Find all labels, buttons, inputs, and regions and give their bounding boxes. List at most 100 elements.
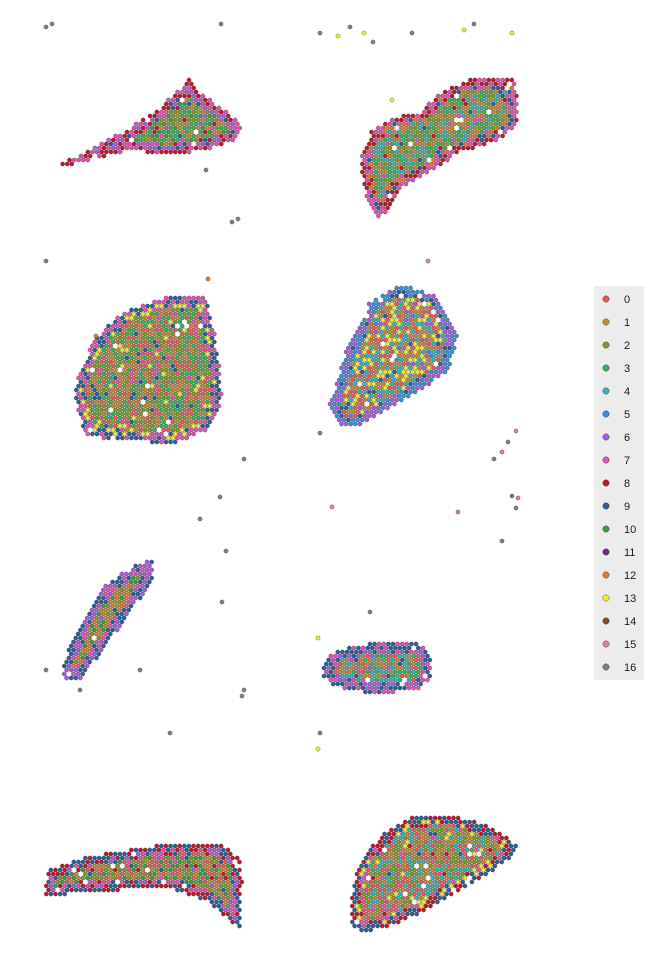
spot-cluster-1 bbox=[376, 657, 382, 663]
spot-cluster-9 bbox=[446, 887, 452, 893]
spot-cluster-7 bbox=[225, 121, 231, 127]
spot-cluster-13 bbox=[207, 403, 212, 409]
spot-cluster-1 bbox=[425, 867, 431, 873]
legend-label-13: 13 bbox=[624, 593, 636, 605]
spot-cluster-2 bbox=[156, 121, 162, 127]
spot-cluster-2 bbox=[182, 133, 187, 139]
spot-cluster-2 bbox=[209, 859, 215, 865]
spot-cluster-8 bbox=[409, 823, 415, 829]
spot-cluster-5 bbox=[445, 317, 450, 323]
spot-cluster-7 bbox=[103, 591, 108, 597]
spot-cluster-2 bbox=[136, 343, 141, 349]
spot-cluster-2 bbox=[106, 863, 111, 869]
spot-cluster-7 bbox=[477, 117, 482, 123]
spot-cluster-9 bbox=[438, 153, 443, 159]
spot-cluster-9 bbox=[376, 689, 382, 695]
spot-cluster-4 bbox=[495, 93, 501, 99]
spot-cluster-6 bbox=[339, 397, 344, 403]
spot-cluster-13 bbox=[145, 311, 150, 317]
spot-cluster-7 bbox=[189, 145, 194, 151]
spot-cluster-7 bbox=[113, 133, 118, 139]
spot-cluster-3 bbox=[110, 411, 116, 417]
spot-cluster-10 bbox=[98, 623, 104, 629]
spot-cluster-1 bbox=[117, 607, 122, 613]
spot-cluster-1 bbox=[423, 831, 429, 837]
spot-cluster-8 bbox=[359, 911, 364, 917]
spot-cluster-9 bbox=[57, 867, 63, 873]
spot-cluster-10 bbox=[73, 879, 79, 885]
spot-cluster-0 bbox=[410, 337, 416, 343]
spot-cluster-6 bbox=[412, 301, 418, 307]
spot-cluster-1 bbox=[367, 657, 373, 663]
spot-cluster-1 bbox=[175, 121, 180, 127]
spot-cluster-9 bbox=[402, 685, 407, 691]
spot-cluster-4 bbox=[463, 133, 469, 139]
spot-cluster-13 bbox=[140, 431, 146, 437]
spot-cluster-7 bbox=[499, 851, 505, 857]
spot-cluster-6 bbox=[343, 365, 349, 371]
spot-cluster-1 bbox=[94, 383, 100, 389]
spot-cluster-3 bbox=[159, 415, 164, 421]
spot-cluster-2 bbox=[147, 387, 153, 393]
spot-cluster-2 bbox=[401, 145, 406, 151]
spot-cluster-2 bbox=[177, 375, 183, 381]
spot-cluster-9 bbox=[175, 145, 180, 151]
spot-cluster-9 bbox=[379, 645, 384, 651]
spot-cluster-3 bbox=[184, 307, 189, 313]
spot-cluster-1 bbox=[395, 665, 400, 671]
spot-cluster-2 bbox=[465, 121, 471, 127]
spot-cluster-9 bbox=[397, 685, 403, 691]
spot-cluster-1 bbox=[474, 831, 479, 837]
spot-cluster-8 bbox=[369, 129, 374, 135]
spot-cluster-7 bbox=[198, 847, 203, 853]
spot-cluster-2 bbox=[96, 619, 102, 625]
spot-cluster-0 bbox=[355, 409, 360, 415]
spot-cluster-9 bbox=[462, 819, 468, 825]
spot-cluster-13 bbox=[193, 387, 199, 393]
spot-cluster-3 bbox=[399, 157, 404, 163]
spot-cluster-0 bbox=[124, 863, 130, 869]
spot-cluster-2 bbox=[168, 375, 173, 381]
spot-cluster-7 bbox=[430, 891, 436, 897]
spot-cluster-12 bbox=[121, 591, 127, 597]
spot-cluster-7 bbox=[73, 863, 79, 869]
spot-cluster-1 bbox=[355, 385, 360, 391]
spot-cluster-0 bbox=[168, 311, 173, 317]
spot-cluster-7 bbox=[440, 93, 446, 99]
spot-cluster-0 bbox=[175, 871, 180, 877]
spot-cluster-9 bbox=[347, 677, 352, 683]
spot-cluster-6 bbox=[336, 393, 342, 399]
spot-cluster-1 bbox=[120, 379, 125, 385]
spot-cluster-13 bbox=[163, 335, 169, 341]
spot-cluster-6 bbox=[418, 649, 423, 655]
spot-cluster-6 bbox=[142, 571, 148, 577]
spot-cluster-3 bbox=[413, 673, 419, 679]
spot-cluster-0 bbox=[115, 387, 120, 393]
spot-cluster-3 bbox=[103, 383, 109, 389]
spot-cluster-8 bbox=[470, 81, 475, 87]
spot-cluster-3 bbox=[103, 343, 109, 349]
spot-cluster-8 bbox=[394, 189, 400, 195]
spot-cluster-3 bbox=[380, 149, 386, 155]
spot-cluster-9 bbox=[458, 851, 463, 857]
spot-cluster-7 bbox=[431, 165, 436, 171]
spot-cluster-5 bbox=[341, 369, 347, 375]
spot-cluster-9 bbox=[64, 887, 70, 893]
spot-cluster-0 bbox=[99, 399, 104, 405]
spot-cluster-7 bbox=[435, 93, 441, 99]
spot-cluster-9 bbox=[386, 673, 391, 679]
spot-cluster-4 bbox=[461, 129, 466, 135]
spot-cluster-5 bbox=[440, 325, 445, 331]
spot-cluster-6 bbox=[136, 851, 141, 857]
spot-cluster-4 bbox=[423, 887, 429, 893]
spot-cluster-5 bbox=[396, 393, 402, 399]
spot-cluster-1 bbox=[140, 423, 146, 429]
spot-cluster-4 bbox=[375, 867, 380, 873]
spot-cluster-4 bbox=[372, 657, 377, 663]
spot-cluster-3 bbox=[149, 319, 155, 325]
spot-cluster-10 bbox=[193, 855, 199, 861]
spot-cluster-13 bbox=[405, 823, 410, 829]
spot-cluster-1 bbox=[198, 379, 203, 385]
spot-cluster-6 bbox=[75, 639, 81, 645]
spot-cluster-7 bbox=[209, 141, 215, 147]
